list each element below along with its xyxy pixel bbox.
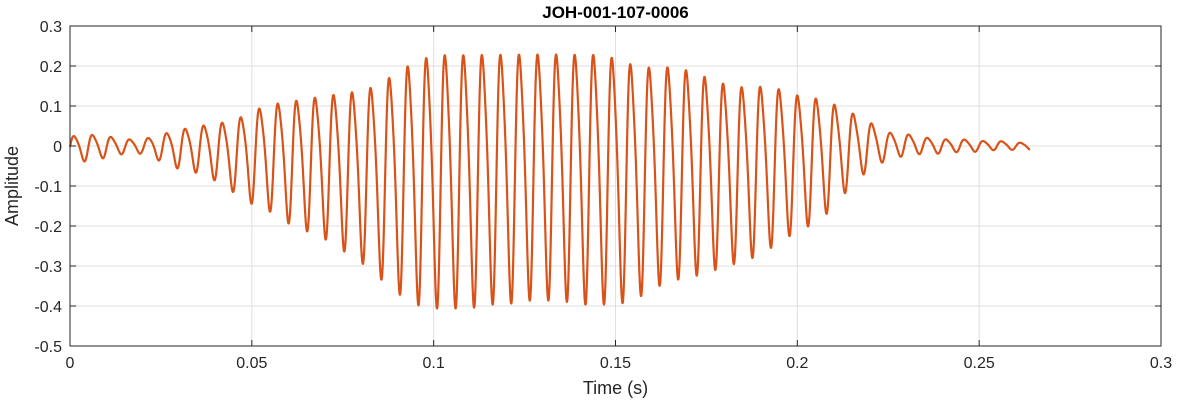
series-line	[68, 53, 1032, 310]
x-tick-label: 0.3	[1150, 355, 1172, 372]
chart-title: JOH-001-107-0006	[542, 3, 688, 22]
y-tick-label: 0	[53, 139, 62, 156]
y-tick-label: -0.3	[34, 259, 62, 276]
y-tick-label: 0.3	[40, 19, 62, 36]
y-tick-label: -0.1	[34, 179, 62, 196]
x-tick-label: 0	[66, 355, 75, 372]
y-tick-label: -0.4	[34, 299, 62, 316]
ticks: 0 0.05 0.1 0.15 0.2 0.25 0.3 -0.5 -0.4 -0.3 -0.2 -0…	[34, 19, 1172, 372]
y-tick-label: -0.2	[34, 219, 62, 236]
x-tick-label: 0.2	[786, 355, 808, 372]
series-layer	[68, 53, 1032, 310]
x-tick-label: 0.15	[600, 355, 631, 372]
x-tick-label: 0.05	[236, 355, 267, 372]
y-axis-label: Amplitude	[2, 146, 22, 226]
x-tick-label: 0.25	[964, 355, 995, 372]
x-tick-label: 0.1	[423, 355, 445, 372]
y-tick-label: -0.5	[34, 339, 62, 356]
x-axis-label: Time (s)	[583, 378, 648, 398]
y-tick-label: 0.2	[40, 59, 62, 76]
y-tick-label: 0.1	[40, 99, 62, 116]
